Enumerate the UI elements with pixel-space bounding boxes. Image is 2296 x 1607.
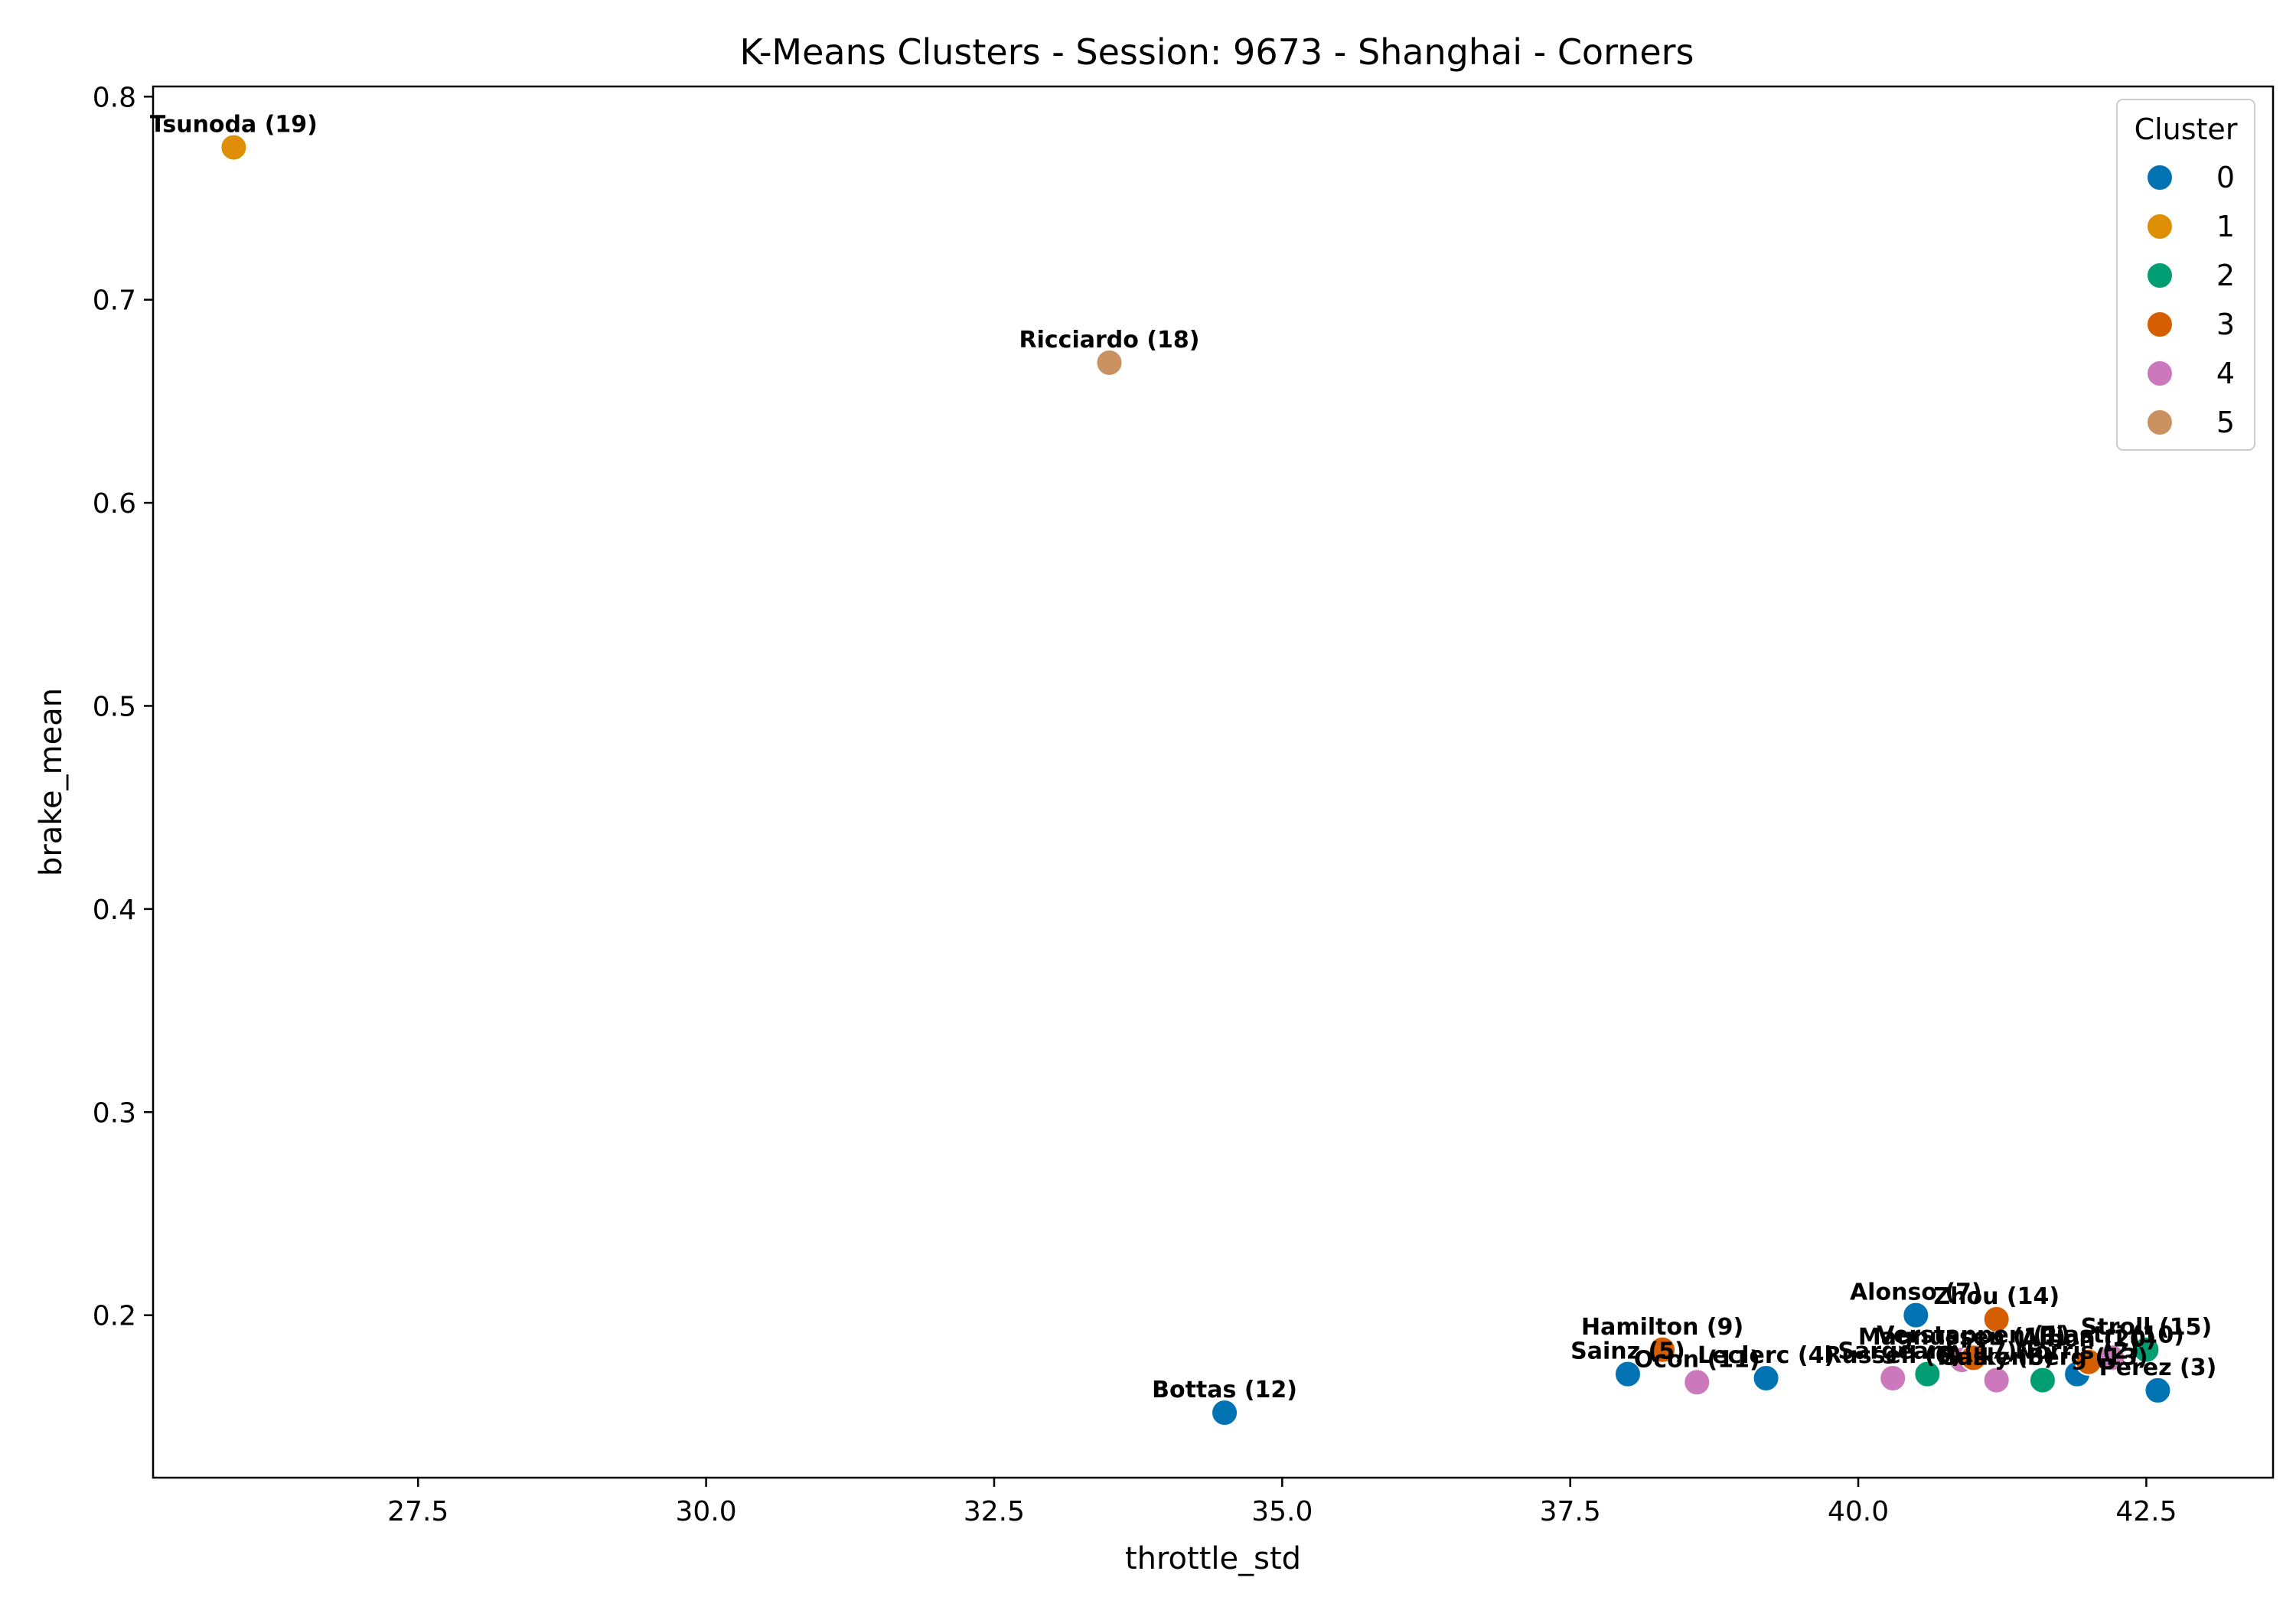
point-label: Bottas (12) (1152, 1377, 1297, 1403)
x-tick-label: 37.5 (1540, 1496, 1601, 1527)
plot-area: 27.5 30.0 32.5 35.0 37.5 40.0 42.5 0.20.30.40.… (93, 82, 2275, 1527)
legend-label: 5 (2216, 406, 2235, 439)
y-tick-label: 0.4 (93, 895, 136, 926)
x-tick-label: 32.5 (964, 1496, 1025, 1527)
point-label: Alonso (7) (1850, 1279, 1982, 1306)
x-axis-label: throttle_std (1125, 1541, 1301, 1576)
point-label: Magnussen (16) (1858, 1324, 2066, 1351)
x-tick-label: 42.5 (2115, 1496, 2177, 1527)
legend-marker (2146, 409, 2174, 436)
data-point (1683, 1368, 1711, 1397)
legend-marker (2146, 360, 2174, 387)
data-point (1982, 1305, 2011, 1333)
data-point (2132, 1335, 2161, 1364)
data-points (220, 133, 2172, 1427)
point-label: Gasly (8) (1939, 1345, 2054, 1371)
point-label: Tsunoda (19) (150, 112, 318, 139)
point-label: Hamilton (9) (1581, 1314, 1743, 1341)
point-label: Russell (6) (1824, 1342, 1962, 1369)
legend-label: 3 (2216, 308, 2235, 341)
legend-label: 0 (2216, 161, 2235, 194)
point-label: Albon (20) (2021, 1326, 2157, 1353)
legend-marker (2146, 213, 2174, 240)
legend-entries: 0 1 2 3 4 5 (2146, 161, 2235, 439)
x-axis: 27.5 30.0 32.5 35.0 37.5 40.0 42.5 (387, 1478, 2177, 1527)
data-point (1982, 1366, 2011, 1394)
point-label: Ricciardo (18) (1019, 327, 1200, 354)
x-tick-label: 35.0 (1251, 1496, 1313, 1527)
data-point (2028, 1366, 2056, 1394)
x-tick-label: 27.5 (387, 1496, 448, 1527)
x-tick-label: 40.0 (1828, 1496, 1889, 1527)
data-point (1879, 1364, 1907, 1392)
legend: Cluster 0 1 2 3 4 5 (2116, 99, 2255, 451)
y-tick-label: 0.3 (93, 1097, 136, 1129)
point-labels: Tsunoda (19) Ricciardo (18) Bottas (12) Sai… (150, 112, 2216, 1403)
data-point (2144, 1376, 2172, 1404)
point-label: Norris (2) (2015, 1338, 2139, 1365)
point-label: Leclerc (4) (1698, 1342, 1835, 1369)
point-label: Hulkenberg (13) (1937, 1345, 2148, 1371)
legend-marker (2146, 311, 2174, 338)
data-point (1649, 1335, 1677, 1364)
data-point (1095, 348, 1124, 376)
data-point (220, 133, 248, 161)
data-point (1913, 1360, 1942, 1388)
y-axis-label: brake_mean (34, 688, 69, 876)
data-point (1613, 1360, 1642, 1388)
data-point (1902, 1301, 1930, 1329)
x-tick-label: 30.0 (676, 1496, 737, 1527)
legend-label: 1 (2216, 210, 2235, 243)
point-label: Zhou (14) (1933, 1283, 2060, 1310)
y-tick-label: 0.5 (93, 691, 136, 722)
legend-marker (2146, 164, 2174, 191)
legend-marker (2146, 262, 2174, 289)
point-label: Stroll (15) (2081, 1314, 2213, 1341)
data-point (1211, 1399, 1239, 1427)
data-point (1959, 1344, 1988, 1372)
y-tick-label: 0.2 (93, 1301, 136, 1332)
legend-label: 4 (2216, 357, 2235, 390)
y-axis: 0.2 0.3 0.4 0.5 0.6 0.7 0.8 (93, 82, 153, 1332)
y-tick-label: 0.8 (93, 82, 136, 113)
point-label: Ocon (11) (1634, 1346, 1760, 1373)
plot-frame (152, 85, 2275, 1479)
point-label: Perez (3) (2099, 1354, 2217, 1381)
point-label: Sargeant (17) (1838, 1338, 2017, 1365)
point-label: Verstappen (1) (1877, 1322, 2070, 1348)
chart-title: K-Means Clusters - Session: 9673 - Shang… (739, 31, 1694, 73)
y-tick-label: 0.6 (93, 488, 136, 520)
data-point (1752, 1364, 1780, 1392)
y-tick-label: 0.7 (93, 285, 136, 317)
point-label: Piastri (10) (2040, 1322, 2184, 1348)
data-point (2098, 1344, 2126, 1372)
legend-label: 2 (2216, 259, 2235, 292)
legend-title: Cluster (2135, 112, 2238, 146)
point-label: Sainz (5) (1570, 1338, 1685, 1365)
